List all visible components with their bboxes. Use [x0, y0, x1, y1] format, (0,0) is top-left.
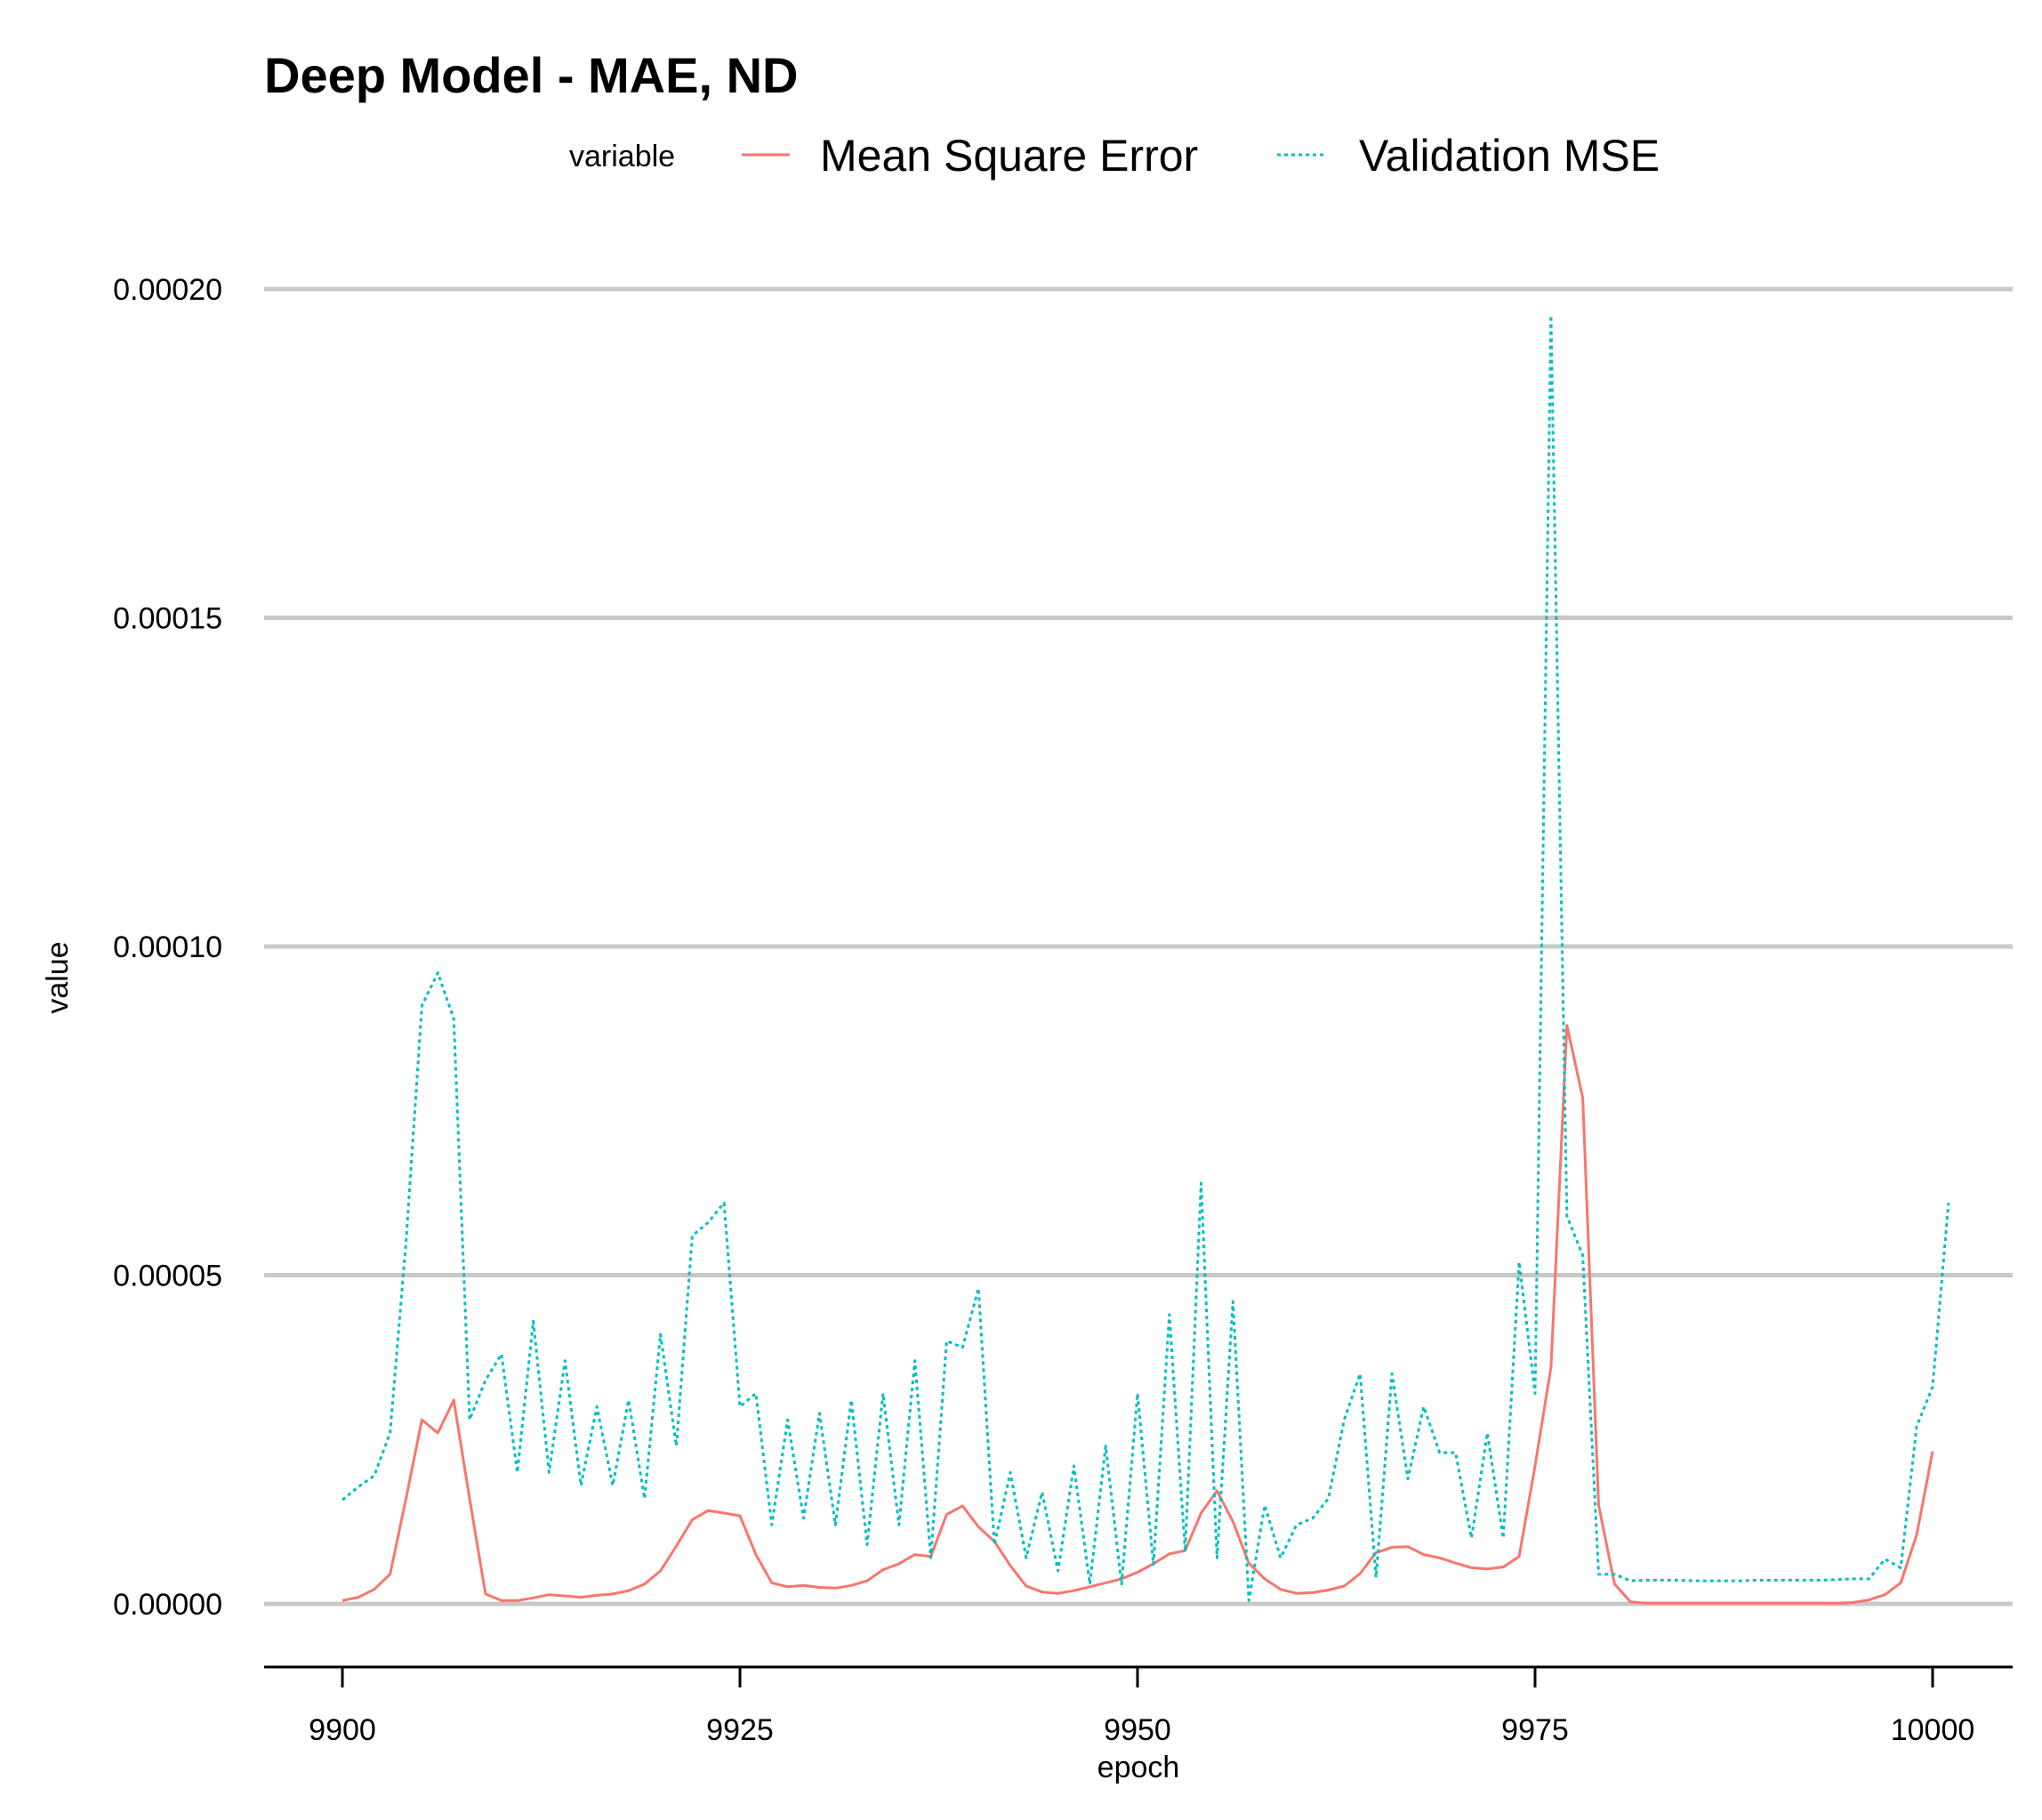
y-axis-title: value — [41, 941, 75, 1013]
x-tick-label: 10000 — [1891, 1713, 1975, 1747]
legend-label-validation-mse: Validation MSE — [1359, 131, 1660, 181]
chart-title: Deep Model - MAE, ND — [264, 47, 798, 103]
x-tick-label: 9925 — [706, 1713, 774, 1747]
x-tick-label: 9900 — [309, 1713, 376, 1747]
x-tick-label: 9950 — [1104, 1713, 1171, 1747]
legend: variable Mean Square Error Validation MS… — [569, 131, 1660, 181]
series-line-mean-square-error — [342, 1024, 1934, 1605]
x-tick-label: 9975 — [1501, 1713, 1569, 1747]
y-axis-ticks: 0.00000 0.00005 0.00010 0.00015 0.00020 — [113, 273, 222, 1622]
series-line-validation-mse — [342, 314, 1950, 1602]
y-tick-label: 0.00015 — [113, 602, 222, 636]
y-tick-label: 0.00000 — [113, 1588, 222, 1622]
y-tick-label: 0.00005 — [113, 1260, 222, 1293]
y-tick-label: 0.00010 — [113, 930, 222, 964]
grid — [264, 286, 2013, 1607]
x-axis-title: epoch — [1097, 1751, 1180, 1784]
y-tick-label: 0.00020 — [113, 273, 222, 307]
legend-title: variable — [569, 140, 675, 173]
series — [342, 314, 1950, 1605]
legend-label-mean-square-error: Mean Square Error — [820, 131, 1198, 181]
x-axis-ticks: 9900 9925 9950 9975 10000 — [309, 1667, 1974, 1747]
